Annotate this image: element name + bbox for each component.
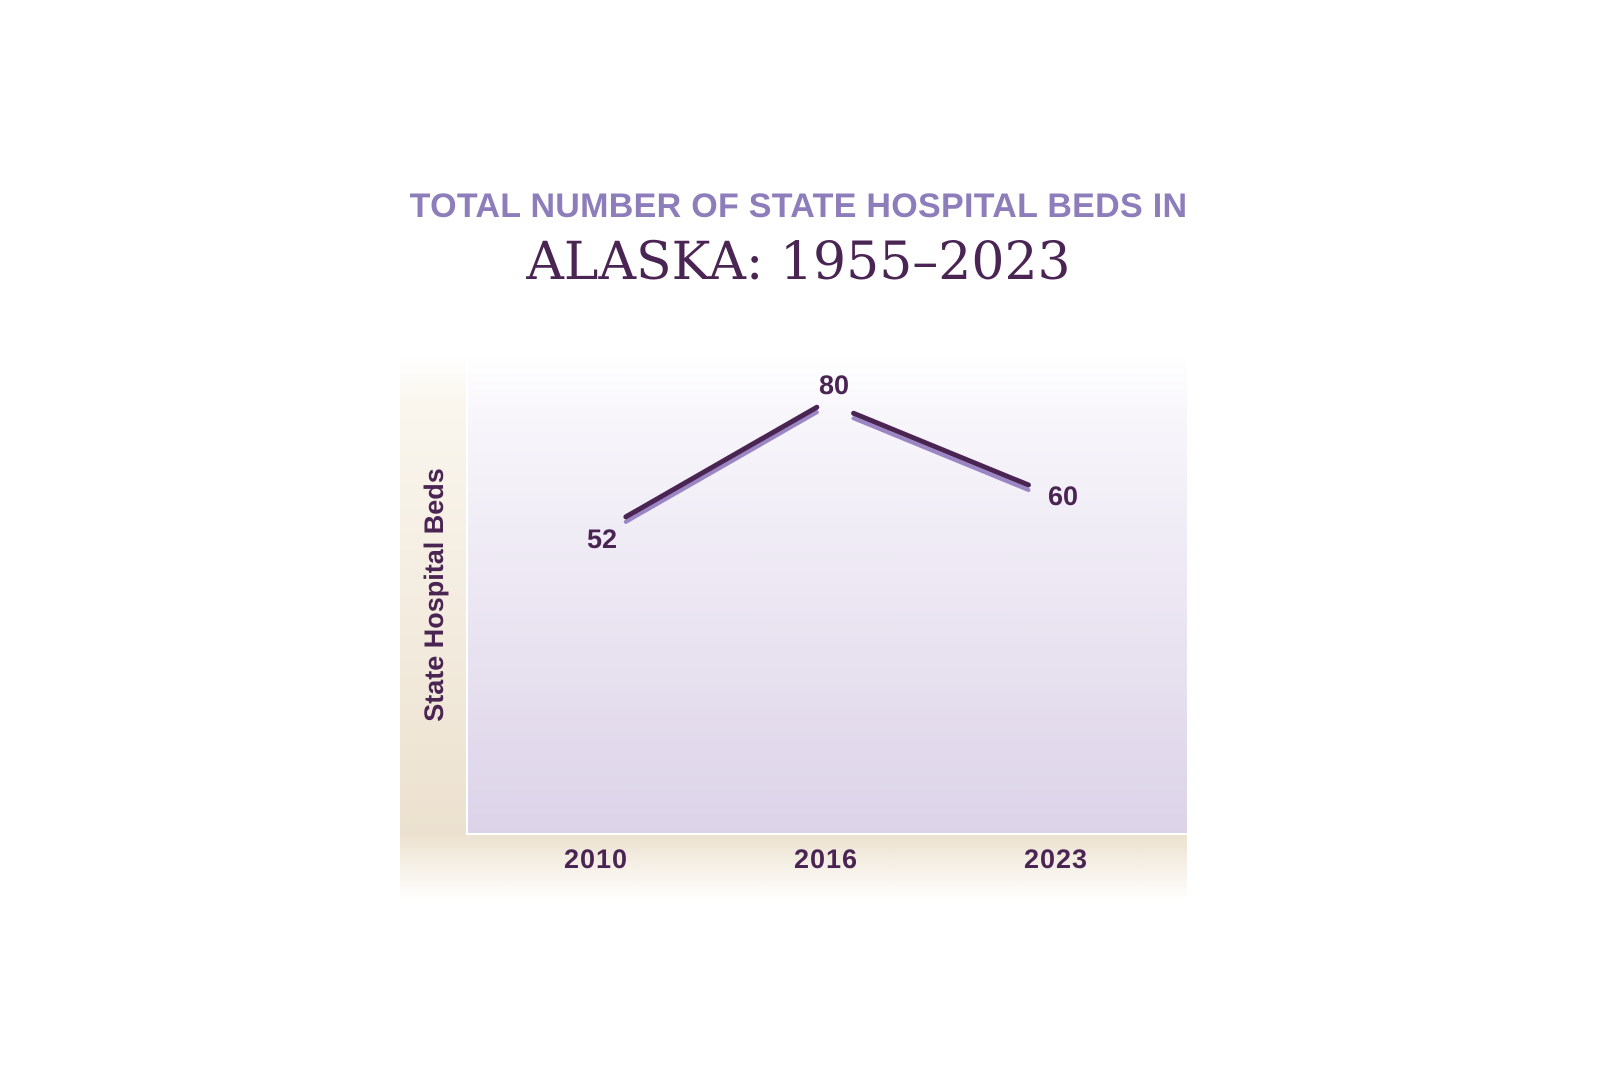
x-tick-2023: 2023 — [1024, 844, 1088, 874]
plot-area — [468, 355, 1187, 834]
data-labels: 52 80 60 — [587, 370, 1078, 554]
x-tick-2010: 2010 — [564, 844, 628, 874]
chart-subtitle: ALASKA: 1955–2023 — [526, 232, 1071, 292]
data-label-2023: 60 — [1048, 481, 1078, 511]
x-tick-2016: 2016 — [794, 844, 858, 874]
x-axis-band — [400, 834, 1187, 900]
chart-title: TOTAL NUMBER OF STATE HOSPITAL BEDS IN — [409, 187, 1188, 225]
series-line — [623, 404, 1031, 524]
y-axis-band — [400, 355, 466, 834]
data-label-2016: 80 — [819, 370, 849, 400]
y-axis-label: State Hospital Beds — [419, 468, 449, 722]
series-shadow-segment-2 — [851, 416, 1031, 492]
drop-lines — [595, 406, 1057, 800]
x-ticks: 2010 2016 2023 — [564, 844, 1088, 874]
series-segment-1 — [623, 404, 820, 520]
series-segment-2 — [851, 410, 1031, 488]
data-label-2010: 52 — [587, 524, 617, 554]
series-shadow-segment-1 — [623, 410, 819, 524]
